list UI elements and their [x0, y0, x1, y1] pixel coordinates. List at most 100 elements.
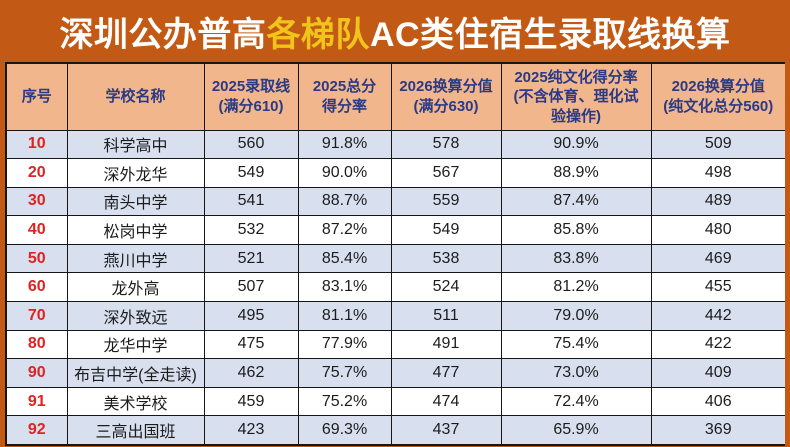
- row-cell-school: 松岗中学: [66, 215, 205, 245]
- row-cell-2026-converted: 549: [390, 215, 502, 245]
- row-cell-2025-cutoff: 459: [203, 386, 299, 417]
- row-cell-2025-total-rate: 83.1%: [297, 272, 392, 303]
- row-cell-2026-culture-converted: 498: [650, 158, 785, 188]
- row-cell-2025-cutoff: 521: [203, 243, 299, 274]
- row-cell-school: 美术学校: [66, 386, 205, 417]
- table-row: 70 深外致远 495 81.1% 511 79.0% 442: [5, 301, 785, 331]
- row-cell-school: 科学高中: [66, 129, 205, 160]
- header-2025-total-rate: 2025总分 得分率: [297, 62, 392, 131]
- row-cell-2026-culture-converted: 469: [650, 243, 785, 274]
- row-cell-2025-culture-rate: 73.0%: [500, 358, 652, 388]
- row-cell-school: 龙华中学: [66, 329, 205, 360]
- row-cell-2025-culture-rate: 65.9%: [500, 415, 652, 446]
- row-cell-2026-converted: 511: [390, 301, 502, 331]
- row-cell-2025-culture-rate: 72.4%: [500, 386, 652, 417]
- row-cell-2025-total-rate: 88.7%: [297, 186, 392, 217]
- row-cell-2026-culture-converted: 509: [650, 129, 785, 160]
- table-row: 30 南头中学 541 88.7% 559 87.4% 489: [5, 186, 785, 217]
- header-2026-converted: 2026换算分值 (满分630): [390, 62, 502, 131]
- row-cell-2025-cutoff: 532: [203, 215, 299, 245]
- row-cell-2025-cutoff: 549: [203, 158, 299, 188]
- page-title-part1: 深圳公办普高: [59, 15, 267, 54]
- table-row: 60 龙外高 507 83.1% 524 81.2% 455: [5, 272, 785, 303]
- header-2025-cutoff: 2025录取线 (满分610): [203, 62, 299, 131]
- row-cell-2025-total-rate: 87.2%: [297, 215, 392, 245]
- row-cell-2025-culture-rate: 87.4%: [500, 186, 652, 217]
- row-cell-school: 布吉中学(全走读): [66, 358, 205, 388]
- row-index: 10: [5, 129, 68, 160]
- row-cell-2025-total-rate: 75.7%: [297, 358, 392, 388]
- row-cell-2025-cutoff: 560: [203, 129, 299, 160]
- row-cell-2026-converted: 491: [390, 329, 502, 360]
- row-index: 80: [5, 329, 68, 360]
- header-2026-culture-converted: 2026换算分值 (纯文化总分560): [650, 62, 785, 131]
- row-cell-2025-culture-rate: 83.8%: [500, 243, 652, 274]
- score-table-container: 序号 学校名称 2025录取线 (满分610) 2025总分 得分率 2026换…: [5, 62, 785, 447]
- row-index: 60: [5, 272, 68, 303]
- header-school-name: 学校名称: [66, 62, 205, 131]
- row-cell-2026-converted: 477: [390, 358, 502, 388]
- row-cell-2026-culture-converted: 369: [650, 415, 785, 446]
- row-cell-2026-culture-converted: 422: [650, 329, 785, 360]
- row-cell-2025-cutoff: 475: [203, 329, 299, 360]
- row-cell-2026-converted: 524: [390, 272, 502, 303]
- page-title: 深圳公办普高 各梯队 AC类住宿生录取线换算: [0, 0, 790, 62]
- row-cell-school: 南头中学: [66, 186, 205, 217]
- row-cell-2025-total-rate: 85.4%: [297, 243, 392, 274]
- row-cell-2026-culture-converted: 409: [650, 358, 785, 388]
- row-cell-2025-cutoff: 507: [203, 272, 299, 303]
- row-index: 70: [5, 301, 68, 331]
- row-cell-2026-converted: 559: [390, 186, 502, 217]
- row-cell-2025-total-rate: 81.1%: [297, 301, 392, 331]
- table-row: 90 布吉中学(全走读) 462 75.7% 477 73.0% 409: [5, 358, 785, 388]
- row-cell-school: 龙外高: [66, 272, 205, 303]
- table-header: 序号 学校名称 2025录取线 (满分610) 2025总分 得分率 2026换…: [5, 62, 785, 131]
- row-cell-school: 深外龙华: [66, 158, 205, 188]
- row-index: 91: [5, 386, 68, 417]
- row-index: 92: [5, 415, 68, 446]
- row-cell-school: 燕川中学: [66, 243, 205, 274]
- row-cell-2026-culture-converted: 455: [650, 272, 785, 303]
- table-row: 40 松岗中学 532 87.2% 549 85.8% 480: [5, 215, 785, 245]
- table-row: 50 燕川中学 521 85.4% 538 83.8% 469: [5, 243, 785, 274]
- row-cell-2025-culture-rate: 79.0%: [500, 301, 652, 331]
- row-cell-2025-culture-rate: 81.2%: [500, 272, 652, 303]
- row-cell-2026-culture-converted: 480: [650, 215, 785, 245]
- header-row: 序号 学校名称 2025录取线 (满分610) 2025总分 得分率 2026换…: [5, 62, 785, 131]
- row-cell-2025-culture-rate: 85.8%: [500, 215, 652, 245]
- row-cell-2025-cutoff: 541: [203, 186, 299, 217]
- row-cell-2026-converted: 538: [390, 243, 502, 274]
- row-cell-school: 三高出国班: [66, 415, 205, 446]
- row-cell-2026-culture-converted: 406: [650, 386, 785, 417]
- score-table: 序号 学校名称 2025录取线 (满分610) 2025总分 得分率 2026换…: [5, 62, 785, 446]
- row-cell-2026-converted: 437: [390, 415, 502, 446]
- table-row: 91 美术学校 459 75.2% 474 72.4% 406: [5, 386, 785, 417]
- row-cell-2025-cutoff: 495: [203, 301, 299, 331]
- row-cell-2025-cutoff: 423: [203, 415, 299, 446]
- table-row: 92 三高出国班 423 69.3% 437 65.9% 369: [5, 415, 785, 446]
- row-cell-2026-converted: 474: [390, 386, 502, 417]
- row-cell-2025-culture-rate: 88.9%: [500, 158, 652, 188]
- table-row: 20 深外龙华 549 90.0% 567 88.9% 498: [5, 158, 785, 188]
- row-cell-2025-total-rate: 77.9%: [297, 329, 392, 360]
- page-title-accent: 各梯队: [266, 15, 370, 54]
- row-cell-2025-culture-rate: 90.9%: [500, 129, 652, 160]
- row-cell-2026-converted: 567: [390, 158, 502, 188]
- row-cell-2025-cutoff: 462: [203, 358, 299, 388]
- row-index: 90: [5, 358, 68, 388]
- row-cell-2025-total-rate: 75.2%: [297, 386, 392, 417]
- row-cell-2025-total-rate: 91.8%: [297, 129, 392, 160]
- row-index: 50: [5, 243, 68, 274]
- row-cell-2025-total-rate: 90.0%: [297, 158, 392, 188]
- row-cell-2026-culture-converted: 489: [650, 186, 785, 217]
- table-row: 10 科学高中 560 91.8% 578 90.9% 509: [5, 129, 785, 160]
- row-cell-2026-converted: 578: [390, 129, 502, 160]
- table-body: 10 科学高中 560 91.8% 578 90.9% 509 20 深外龙华 …: [5, 129, 785, 446]
- row-index: 40: [5, 215, 68, 245]
- page-title-part3: AC类住宿生录取线换算: [369, 15, 731, 54]
- table-row: 80 龙华中学 475 77.9% 491 75.4% 422: [5, 329, 785, 360]
- header-index: 序号: [5, 62, 68, 131]
- row-cell-2025-culture-rate: 75.4%: [500, 329, 652, 360]
- row-cell-2026-culture-converted: 442: [650, 301, 785, 331]
- row-index: 20: [5, 158, 68, 188]
